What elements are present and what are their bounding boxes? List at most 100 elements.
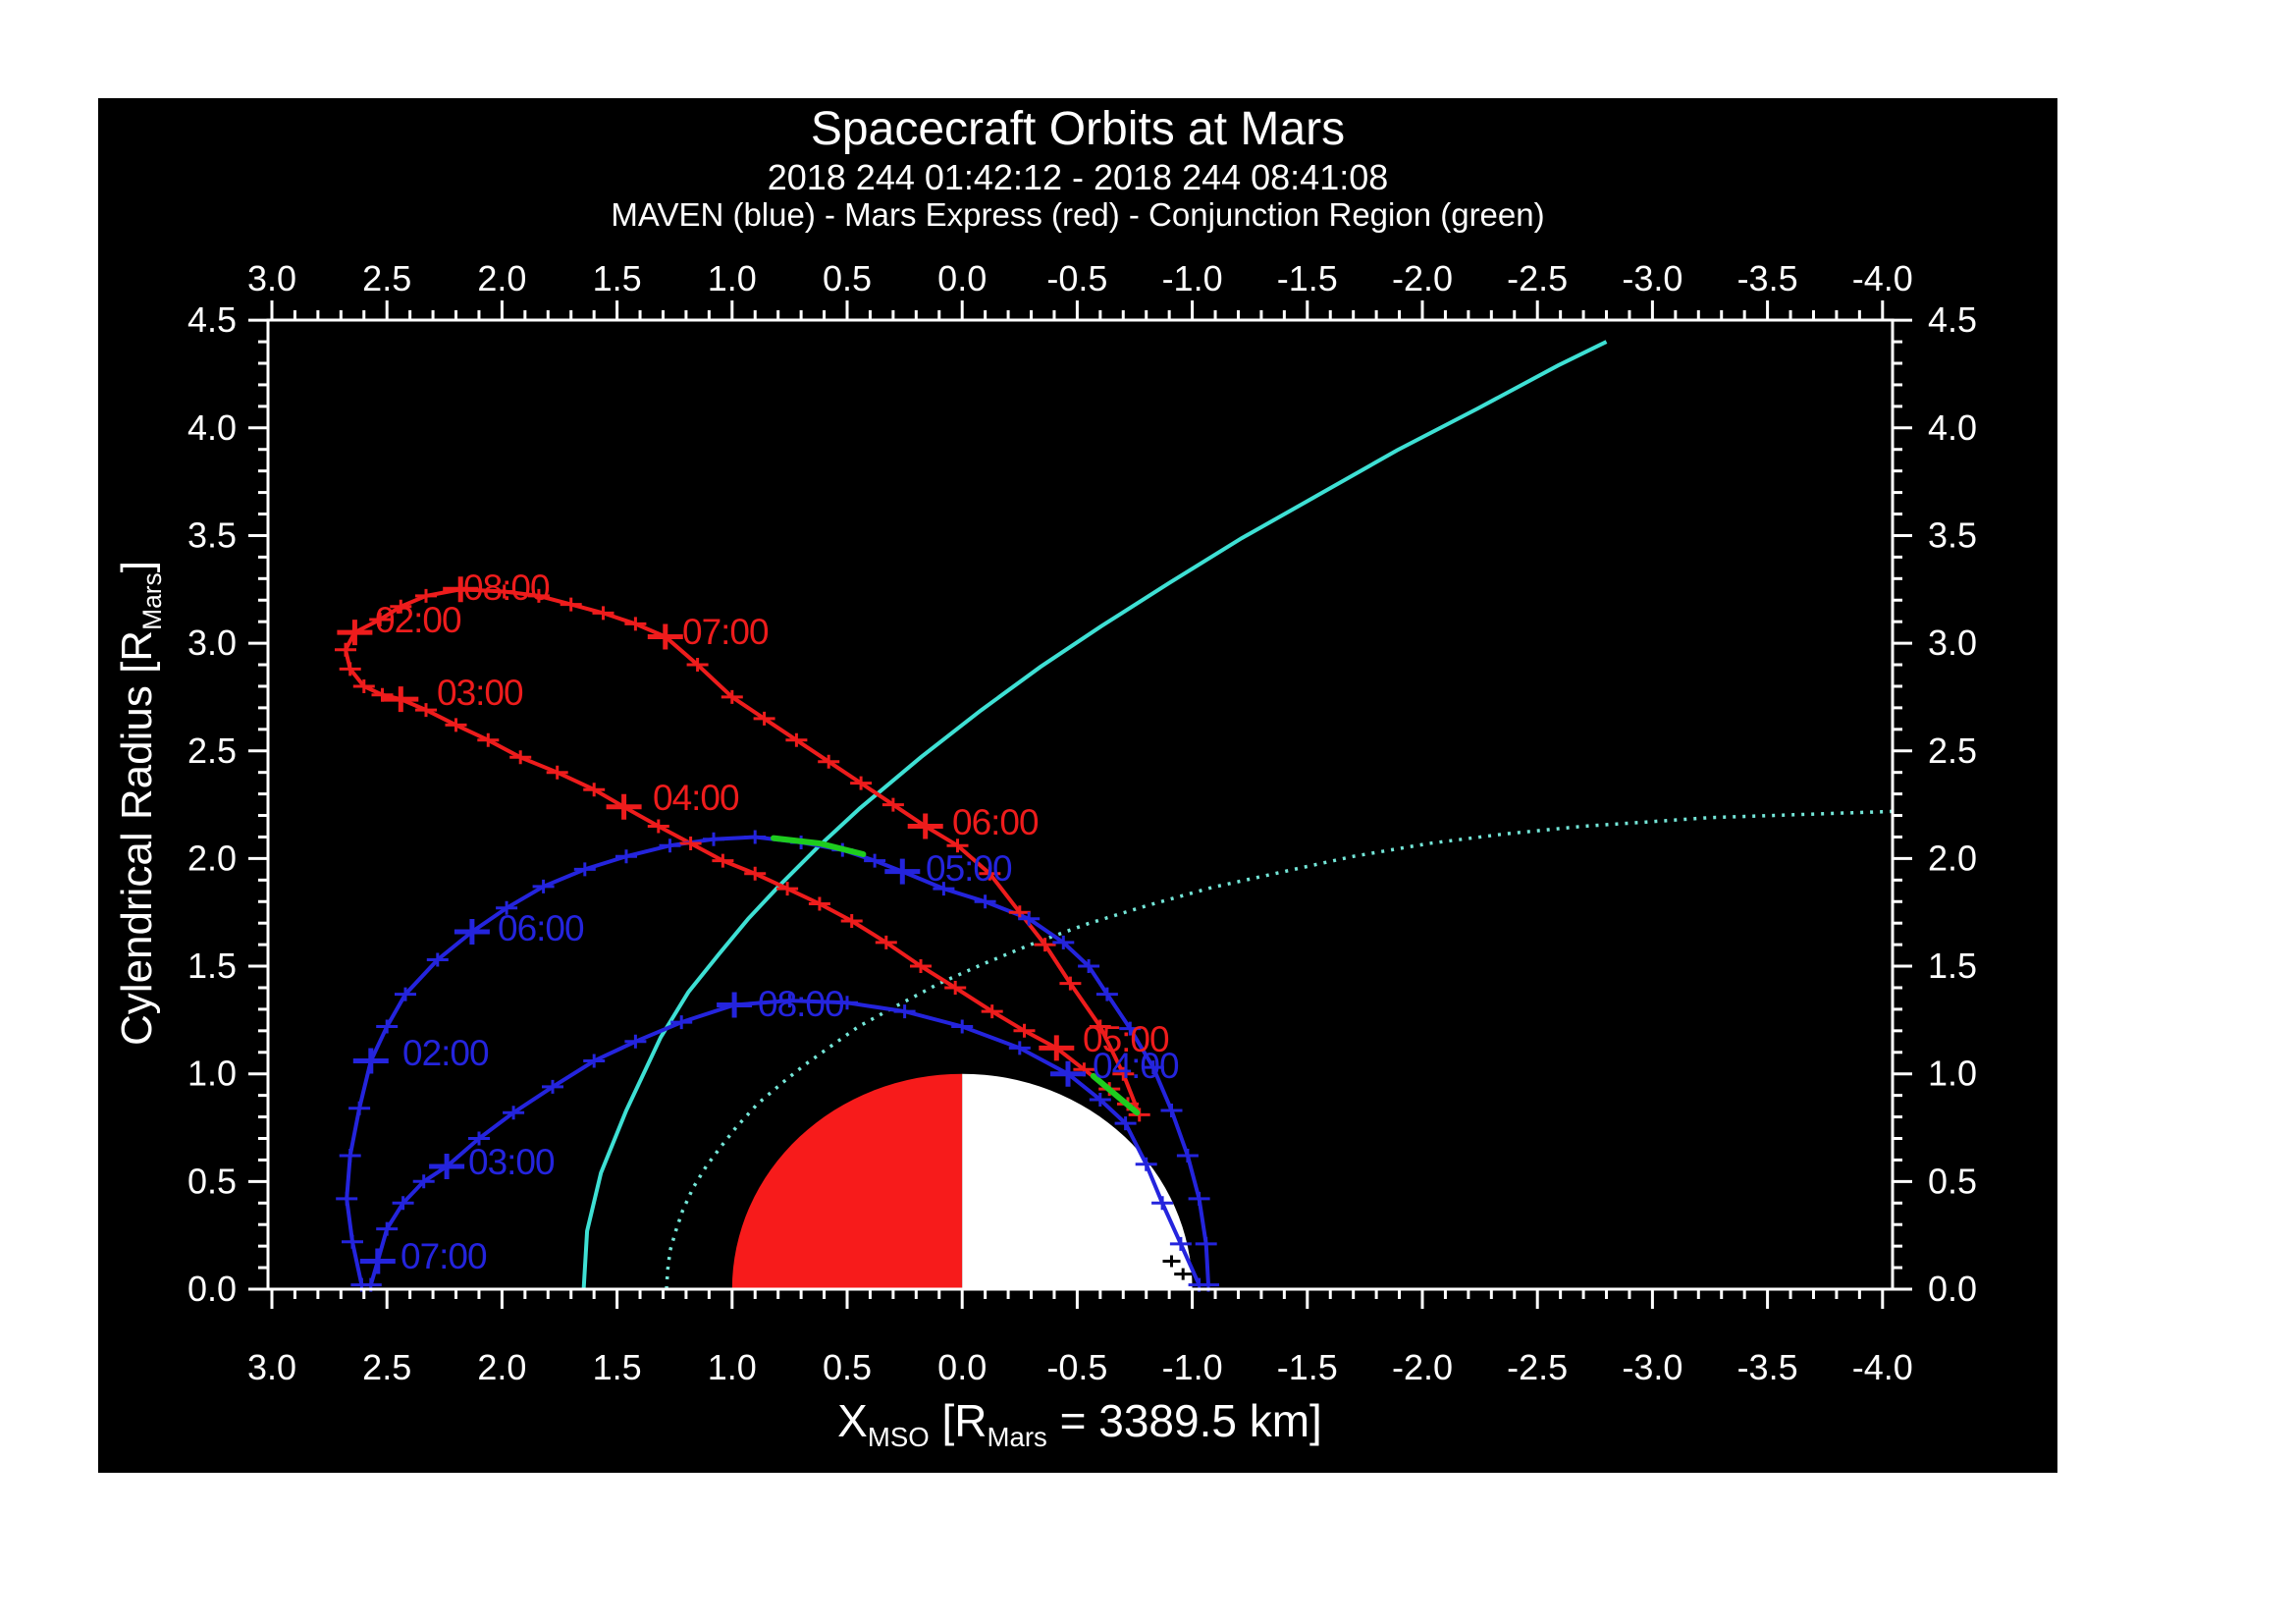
- time-tick-marker: [509, 750, 532, 765]
- y-tick-label-left: 1.0: [187, 1054, 237, 1094]
- time-tick-marker: [339, 1149, 361, 1163]
- time-tick-marker: [342, 1234, 363, 1249]
- mars-dayside-fill: [731, 1073, 963, 1289]
- y-tick-label-right: 2.0: [1928, 838, 1977, 878]
- time-tick-marker: [850, 776, 873, 790]
- time-tick-marker: [527, 588, 550, 603]
- hour-marker-maven-08:00: [717, 992, 753, 1018]
- x-tick-label-bottom: -3.5: [1737, 1347, 1798, 1387]
- time-tick-marker: [532, 879, 555, 893]
- hour-label-mex-02:00: 02:00: [375, 600, 461, 640]
- time-tick-marker: [1095, 987, 1118, 1001]
- time-tick-marker: [335, 642, 356, 657]
- time-tick-marker: [1089, 1019, 1111, 1034]
- x-tick-label-top: -3.0: [1622, 258, 1682, 298]
- y-tick-label-left: 3.5: [187, 514, 237, 555]
- page-title: Spacecraft Orbits at Mars: [810, 103, 1346, 155]
- y-tick-label-left: 4.5: [187, 299, 237, 340]
- time-tick-marker: [493, 584, 515, 599]
- hour-marker-mex-05:00: [1039, 1035, 1075, 1061]
- y-tick-label-left: 2.5: [187, 730, 237, 771]
- x-tick-label-bottom: -2.5: [1507, 1347, 1568, 1387]
- time-tick-marker: [583, 1054, 606, 1068]
- time-tick-marker: [753, 711, 775, 726]
- time-tick-marker: [679, 837, 702, 850]
- time-tick-marker: [1013, 1023, 1036, 1038]
- time-tick-marker: [1176, 1149, 1199, 1163]
- x-tick-label-top: 3.0: [247, 258, 296, 298]
- hour-label-maven-08:00: 08:00: [758, 984, 844, 1024]
- y-tick-label-right: 3.0: [1928, 622, 1977, 663]
- y-tick-label-right: 4.5: [1928, 299, 1977, 340]
- hour-marker-maven-06:00: [454, 919, 490, 945]
- x-tick-label-bottom: -3.0: [1622, 1347, 1682, 1387]
- y-axis-title: Cylendrical Radius [RMars]: [113, 561, 167, 1046]
- y-tick-label-right: 0.0: [1928, 1269, 1977, 1309]
- x-tick-label-top: 0.5: [823, 258, 872, 298]
- time-tick-marker: [840, 914, 863, 928]
- hour-marker-mex-02:00: [337, 620, 373, 646]
- x-tick-label-top: -2.5: [1507, 258, 1568, 298]
- time-tick-marker: [542, 1079, 563, 1094]
- time-tick-marker: [1160, 1104, 1183, 1117]
- time-tick-marker: [1119, 1021, 1142, 1036]
- time-tick-marker: [875, 935, 897, 949]
- time-tick-marker: [390, 599, 412, 614]
- time-tick-marker: [1151, 1196, 1174, 1211]
- time-tick-marker: [445, 718, 467, 732]
- time-tick-marker: [1188, 1191, 1210, 1206]
- x-tick-label-bottom: 0.5: [823, 1347, 872, 1387]
- hour-marker-maven-05:00: [884, 858, 921, 885]
- time-tick-marker: [1018, 911, 1041, 926]
- time-tick-marker: [864, 853, 886, 868]
- time-tick-marker: [395, 987, 416, 1001]
- x-tick-label-top: -2.0: [1392, 258, 1453, 298]
- x-tick-label-top: -0.5: [1046, 258, 1107, 298]
- time-tick-marker: [776, 882, 799, 896]
- hour-label-mex-05:00: 05:00: [1083, 1019, 1169, 1059]
- time-tick-marker: [592, 606, 614, 621]
- hour-label-maven-05:00: 05:00: [926, 848, 1012, 889]
- time-tick-marker: [974, 894, 996, 909]
- time-tick-marker: [951, 1019, 974, 1034]
- time-tick-marker: [670, 1015, 693, 1030]
- hour-marker-maven-04:00: [1050, 1060, 1086, 1087]
- hour-marker-mex-06:00: [907, 813, 943, 839]
- time-tick-marker: [1008, 905, 1031, 920]
- time-tick-marker: [744, 830, 767, 844]
- hour-label-maven-04:00: 04:00: [1093, 1046, 1179, 1086]
- time-tick-marker: [881, 797, 904, 812]
- time-tick-marker: [503, 1106, 525, 1120]
- time-tick-marker: [371, 687, 394, 702]
- time-tick-marker: [712, 853, 734, 868]
- time-tick-marker: [1169, 1236, 1192, 1251]
- x-tick-label-bottom: -4.0: [1852, 1347, 1913, 1387]
- time-tick-marker: [615, 849, 637, 864]
- x-tick-label-bottom: 3.0: [247, 1347, 296, 1387]
- time-tick-marker: [1034, 938, 1056, 952]
- time-range-subtitle: 2018 244 01:42:12 - 2018 244 08:41:08: [767, 157, 1389, 197]
- y-tick-label-left: 1.5: [187, 946, 237, 986]
- x-axis-title: XMSO [RMars = 3389.5 km]: [837, 1395, 1322, 1453]
- y-tick-label-left: 0.5: [187, 1161, 237, 1201]
- hour-label-mex-03:00: 03:00: [437, 673, 523, 713]
- axis-frame: [266, 318, 1895, 1291]
- y-tick-label-right: 1.5: [1928, 946, 1977, 986]
- time-tick-marker: [583, 783, 606, 797]
- time-tick-marker: [624, 1034, 647, 1049]
- y-tick-label-left: 3.0: [187, 622, 237, 663]
- legend-text: MAVEN (blue) - Mars Express (red) - Conj…: [611, 196, 1545, 233]
- x-tick-label-bottom: -2.0: [1392, 1347, 1453, 1387]
- time-tick-marker: [1089, 1093, 1111, 1107]
- time-tick-marker: [336, 1191, 358, 1206]
- time-tick-marker: [496, 900, 518, 915]
- x-tick-label-top: 2.0: [477, 258, 526, 298]
- y-tick-label-left: 4.0: [187, 407, 237, 448]
- time-tick-marker: [426, 952, 449, 967]
- y-tick-label-right: 0.5: [1928, 1161, 1977, 1201]
- x-tick-label-top: -3.5: [1737, 258, 1798, 298]
- time-tick-marker: [836, 996, 858, 1010]
- y-tick-label-right: 4.0: [1928, 407, 1977, 448]
- time-tick-marker: [659, 839, 681, 853]
